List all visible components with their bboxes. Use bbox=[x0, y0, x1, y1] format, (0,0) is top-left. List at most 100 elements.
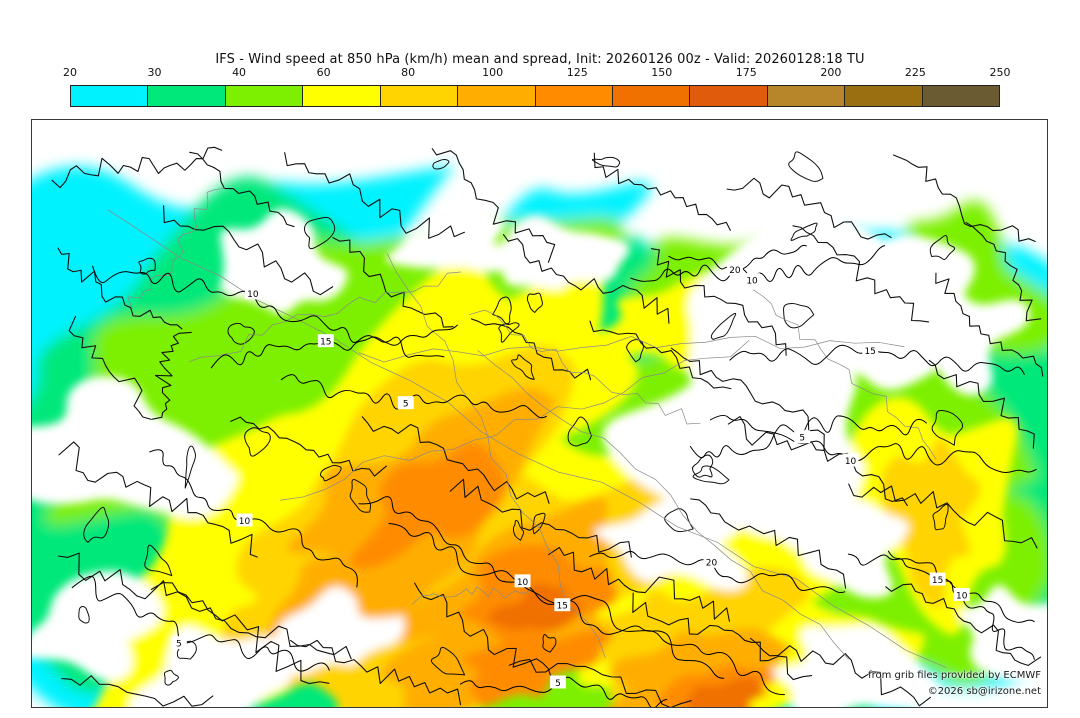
coastline bbox=[68, 315, 152, 420]
colorbar-segment-10 bbox=[845, 86, 923, 106]
coastline bbox=[189, 151, 295, 228]
colorbar-strip bbox=[70, 85, 1000, 107]
coastline-island bbox=[788, 151, 824, 182]
coastline bbox=[51, 146, 223, 189]
coastline-island bbox=[692, 465, 730, 485]
political-border bbox=[477, 350, 849, 660]
svg-text:10: 10 bbox=[239, 517, 251, 527]
colorbar-segment-6 bbox=[535, 86, 613, 106]
svg-text:10: 10 bbox=[845, 457, 857, 467]
coastline bbox=[632, 592, 813, 681]
coastline-island bbox=[138, 257, 156, 275]
coastline-island bbox=[567, 416, 592, 447]
spread-contour-5 bbox=[71, 575, 330, 672]
contour-label: 15 bbox=[929, 572, 946, 586]
political-border bbox=[469, 309, 701, 425]
political-border bbox=[107, 209, 947, 668]
coastline bbox=[151, 331, 192, 420]
coastline-island bbox=[783, 302, 815, 329]
colorbar-tick-7: 150 bbox=[651, 66, 673, 79]
coastline bbox=[727, 416, 908, 506]
svg-text:5: 5 bbox=[555, 679, 561, 689]
colorbar-segment-9 bbox=[767, 86, 846, 106]
spread-contour-10 bbox=[149, 449, 358, 588]
coastline-island bbox=[512, 519, 525, 541]
colorbar-segment-8 bbox=[690, 86, 768, 106]
coastline bbox=[508, 658, 692, 707]
coastline-island bbox=[542, 634, 557, 653]
political-border bbox=[412, 586, 533, 605]
coastline-island bbox=[184, 445, 196, 489]
contour-label: 20 bbox=[726, 262, 743, 276]
spread-contour-15 bbox=[847, 553, 1035, 623]
coastline-island bbox=[432, 159, 450, 170]
colorbar-segment-1 bbox=[148, 86, 226, 106]
contour-label: 15 bbox=[862, 343, 879, 357]
svg-text:15: 15 bbox=[932, 576, 943, 586]
coastline bbox=[690, 498, 847, 589]
coastline bbox=[670, 347, 825, 451]
map-canvas[interactable]: 5 5 5 5 10 10 10 10 10 10 15 15 15 15 20 20 from grib f… bbox=[31, 119, 1048, 708]
contour-label: 10 bbox=[514, 574, 531, 588]
coastline-island bbox=[591, 156, 621, 168]
colorbar-segment-0 bbox=[71, 86, 149, 106]
colorbar-tick-labels: 20 30 40 60 80 100 125 150 175 200 225 2… bbox=[63, 66, 1011, 82]
coastline bbox=[470, 318, 592, 381]
colorbar-tick-8: 175 bbox=[735, 66, 757, 79]
political-border bbox=[386, 253, 606, 659]
coastline bbox=[965, 222, 1042, 322]
spread-contour-10 bbox=[630, 245, 886, 282]
contour-label: 20 bbox=[703, 554, 720, 568]
colorbar-tick-11: 250 bbox=[989, 66, 1011, 79]
contour-label: 15 bbox=[317, 334, 334, 348]
contour-label: 15 bbox=[554, 598, 571, 612]
coastline-island bbox=[692, 454, 714, 478]
svg-text:10: 10 bbox=[517, 578, 529, 588]
coastline-island bbox=[163, 669, 179, 686]
contour-label: 10 bbox=[244, 286, 261, 300]
colorbar-tick-4: 80 bbox=[401, 66, 416, 79]
coastline-island bbox=[498, 322, 520, 343]
coastline bbox=[57, 247, 183, 330]
spread-contour-5 bbox=[689, 415, 927, 459]
coastline bbox=[361, 416, 550, 504]
contour-label: 5 bbox=[397, 396, 414, 410]
contour-label: 5 bbox=[170, 636, 187, 650]
colorbar-tick-0: 20 bbox=[63, 66, 77, 79]
coastline bbox=[885, 583, 1042, 666]
coastline bbox=[163, 205, 334, 296]
coastline-island bbox=[511, 354, 535, 380]
spread-contour-15 bbox=[388, 523, 786, 696]
spread-contour-10 bbox=[710, 414, 1037, 473]
spread-contour-10 bbox=[887, 550, 1035, 660]
svg-text:5: 5 bbox=[176, 640, 182, 650]
coastline bbox=[61, 675, 214, 707]
coastline-island bbox=[78, 606, 90, 624]
colorbar-tick-5: 100 bbox=[482, 66, 504, 79]
svg-text:15: 15 bbox=[557, 602, 568, 612]
field-band-below-min bbox=[32, 204, 1047, 707]
colorbar-tick-2: 40 bbox=[232, 66, 247, 79]
coastline-island bbox=[931, 409, 964, 446]
contour-label: 10 bbox=[236, 513, 253, 527]
svg-text:20: 20 bbox=[729, 266, 741, 276]
colorbar-segment-2 bbox=[225, 86, 304, 106]
coastline bbox=[150, 582, 352, 660]
coastline bbox=[431, 148, 556, 263]
coastline-island bbox=[349, 479, 372, 513]
coastline-island bbox=[144, 544, 173, 577]
data-source-credit: from grib files provided by ECMWF bbox=[868, 670, 1041, 681]
coastline bbox=[58, 441, 258, 558]
coastline bbox=[726, 177, 892, 240]
contour-label: 10 bbox=[842, 453, 859, 467]
colorbar: 20 30 40 60 80 100 125 150 175 200 225 2… bbox=[63, 66, 1011, 107]
spread-contour-5 bbox=[280, 374, 547, 419]
coastline bbox=[449, 478, 632, 558]
colorbar-tick-1: 30 bbox=[147, 66, 162, 79]
political-border bbox=[127, 187, 225, 310]
coastline bbox=[230, 416, 387, 477]
coastline bbox=[290, 639, 462, 706]
contour-label: 5 bbox=[550, 675, 567, 689]
svg-text:15: 15 bbox=[864, 347, 875, 357]
